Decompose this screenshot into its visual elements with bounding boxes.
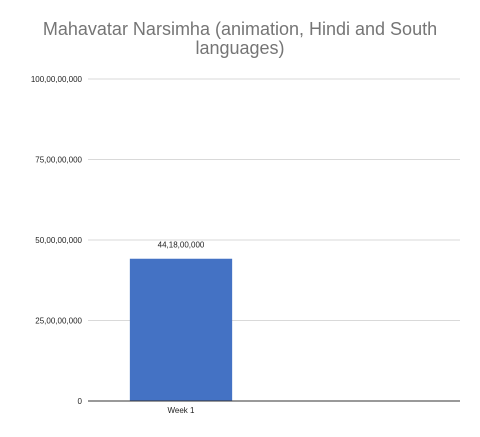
data-label: 44,18,00,000 — [158, 241, 205, 250]
y-tick-label: 25,00,00,000 — [35, 317, 82, 326]
y-tick-label: 50,00,00,000 — [35, 236, 82, 245]
bar — [129, 258, 233, 401]
chart-title: Mahavatar Narsimha (animation, Hindi and… — [42, 19, 438, 58]
x-tick-label: Week 1 — [168, 406, 196, 415]
y-tick-label: 100,00,00,000 — [31, 75, 83, 84]
y-tick-label: 75,00,00,000 — [35, 156, 82, 165]
y-tick-label: 0 — [78, 397, 83, 406]
